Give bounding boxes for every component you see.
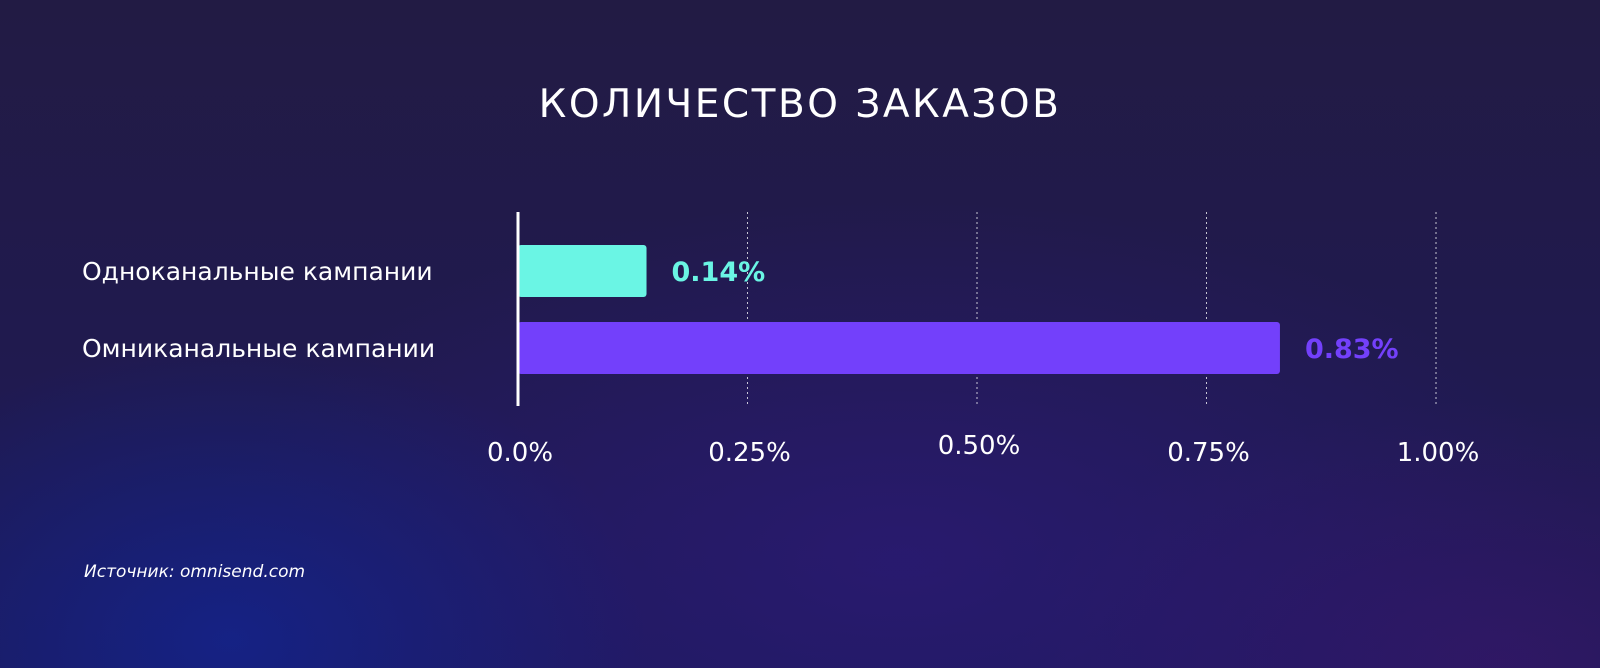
x-tick-label-1: 0.25% — [708, 438, 791, 468]
source-note: Источник: omnisend.com — [84, 562, 306, 582]
category-label-1: Омниканальные кампании — [82, 334, 435, 363]
x-tick-label-4: 1.00% — [1397, 438, 1480, 468]
category-label-0: Одноканальные кампании — [82, 257, 433, 286]
value-label-1: 0.83% — [1305, 334, 1399, 365]
x-tick-label-2: 0.50% — [938, 431, 1021, 461]
bar-1 — [518, 322, 1280, 374]
value-label-0: 0.14% — [672, 257, 766, 288]
bar-0 — [518, 245, 647, 297]
chart-title: КОЛИЧЕСТВО ЗАКАЗОВ — [538, 82, 1062, 127]
x-tick-label-0: 0.0% — [487, 438, 553, 468]
x-tick-label-3: 0.75% — [1167, 438, 1250, 468]
